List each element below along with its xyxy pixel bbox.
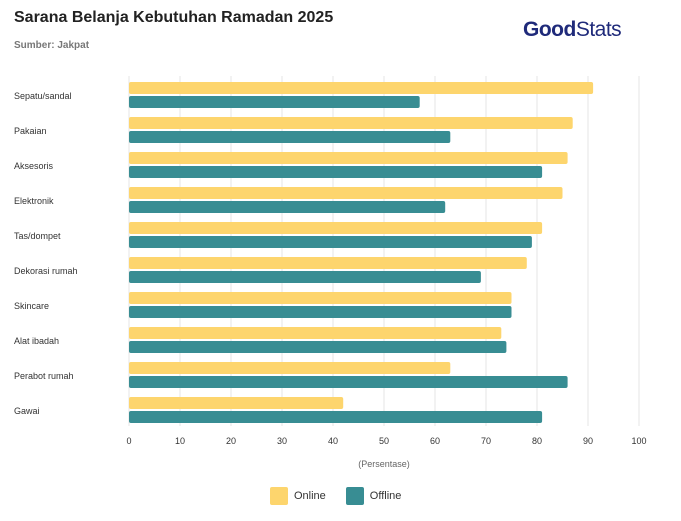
- legend-label-offline: Offline: [369, 490, 402, 502]
- x-tick-label: 10: [175, 436, 185, 446]
- x-tick-label: 0: [126, 436, 131, 446]
- x-tick-label: 100: [631, 436, 646, 446]
- bar-online: [129, 362, 451, 374]
- x-tick-label: 40: [328, 436, 338, 446]
- legend-label-online: Online: [294, 490, 326, 502]
- category-label: Tas/dompet: [14, 231, 61, 241]
- bar-offline: [129, 411, 543, 423]
- bar-online: [129, 152, 568, 164]
- x-tick-label: 70: [481, 436, 491, 446]
- chart-source: Sumber: Jakpat: [14, 40, 90, 51]
- x-tick-label: 30: [277, 436, 287, 446]
- x-tick-label: 80: [532, 436, 542, 446]
- legend-swatch-offline: [345, 487, 364, 505]
- bar-online: [129, 187, 563, 199]
- bar-offline: [129, 96, 420, 108]
- bar-online: [129, 82, 594, 94]
- legend-item-online: Online: [270, 487, 326, 505]
- legend-item-offline: Offline: [345, 487, 402, 505]
- category-label: Gawai: [14, 406, 40, 416]
- legend: Online Offline: [270, 487, 401, 505]
- bar-online: [129, 222, 543, 234]
- bar-offline: [129, 306, 512, 318]
- category-label: Skincare: [14, 301, 49, 311]
- legend-swatch-online: [270, 487, 288, 505]
- x-tick-label: 90: [583, 436, 593, 446]
- x-tick-label: 20: [226, 436, 236, 446]
- goodstats-logo: GoodStats: [523, 18, 622, 41]
- category-label: Pakaian: [14, 126, 47, 136]
- bar-offline: [129, 236, 532, 248]
- bar-offline: [129, 131, 451, 143]
- bar-online: [129, 327, 502, 339]
- bar-offline: [129, 271, 481, 283]
- bar-online: [129, 117, 573, 129]
- bar-offline: [129, 376, 568, 388]
- bar-online: [129, 292, 512, 304]
- bar-online: [129, 257, 527, 269]
- bar-offline: [129, 166, 543, 178]
- bar-offline: [129, 341, 507, 353]
- bar-online: [129, 397, 344, 409]
- x-axis-label: (Persentase): [358, 459, 410, 469]
- chart-title: Sarana Belanja Kebutuhan Ramadan 2025: [14, 9, 334, 26]
- category-label: Perabot rumah: [14, 371, 74, 381]
- x-tick-label: 50: [379, 436, 389, 446]
- category-label: Aksesoris: [14, 161, 54, 171]
- category-label: Sepatu/sandal: [14, 91, 72, 101]
- bar-offline: [129, 201, 446, 213]
- x-tick-label: 60: [430, 436, 440, 446]
- category-label: Elektronik: [14, 196, 54, 206]
- category-label: Alat ibadah: [14, 336, 59, 346]
- category-label: Dekorasi rumah: [14, 266, 78, 276]
